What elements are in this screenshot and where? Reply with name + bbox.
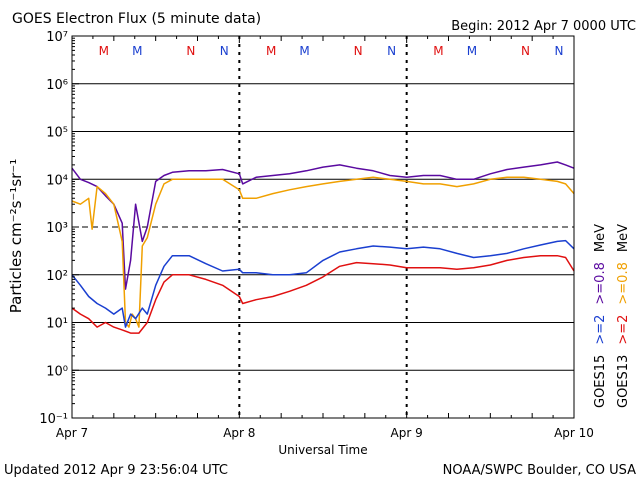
legend-entry: >=2 (616, 315, 631, 345)
legend-entry: MeV (593, 224, 608, 252)
legend-column: GOES13 >=2 >=0.8 MeV (616, 224, 631, 408)
y-tick-label: 10⁴ (46, 173, 68, 188)
legend-entry: >=0.8 (616, 262, 631, 304)
legend-entry: >=0.8 (593, 262, 608, 304)
marker-label: M (467, 44, 477, 58)
y-tick-label: 10⁷ (46, 30, 68, 45)
y-tick-label: 10⁻¹ (39, 412, 68, 427)
marker-label: M (433, 44, 443, 58)
legend-entry: >=2 (593, 315, 608, 345)
credit-text: NOAA/SWPC Boulder, CO USA (443, 463, 636, 478)
y-tick-label: 10³ (46, 221, 68, 236)
x-tick-label: Apr 8 (223, 426, 255, 440)
y-tick-label: 10¹ (46, 317, 68, 332)
y-tick-label: 10⁰ (46, 364, 68, 379)
y-tick-label: 10⁶ (46, 78, 68, 93)
updated-timestamp: Updated 2012 Apr 9 23:56:04 UTC (4, 463, 228, 478)
legend-entry: MeV (616, 224, 631, 252)
marker-label: N (387, 44, 396, 58)
legend: GOES15 >=2 >=0.8 MeV GOES13 >=2 >=0.8 MeV (593, 224, 631, 408)
y-axis-label: Particles cm⁻²s⁻¹sr⁻¹ (7, 159, 25, 313)
x-axis-ticks: Apr 7 Apr 8 Apr 9 Apr 10 (56, 36, 594, 440)
series-line (71, 161, 575, 290)
marker-label: M (132, 44, 142, 58)
y-axis-ticks: 10⁻¹ 10⁰ 10¹ 10² 10³ 10⁴ 10⁵ 10⁶ 10⁷ (39, 30, 79, 427)
marker-label: N (354, 44, 363, 58)
series-line (71, 254, 575, 334)
begin-time: Begin: 2012 Apr 7 0000 UTC (451, 19, 636, 34)
legend-column: GOES15 >=2 >=0.8 MeV (593, 224, 608, 408)
chart-title: GOES Electron Flux (5 minute data) (12, 11, 261, 27)
marker-label: N (220, 44, 229, 58)
series-line (71, 176, 575, 328)
x-axis-label: Universal Time (278, 443, 367, 457)
marker-label: M (266, 44, 276, 58)
legend-entry: GOES15 (593, 355, 608, 408)
marker-label: N (521, 44, 530, 58)
data-series (71, 161, 575, 334)
marker-label: M (99, 44, 109, 58)
x-tick-label: Apr 10 (554, 426, 594, 440)
y-tick-label: 10² (46, 269, 68, 284)
marker-label: N (554, 44, 563, 58)
marker-label: N (186, 44, 195, 58)
marker-label: M (299, 44, 309, 58)
x-tick-label: Apr 7 (56, 426, 88, 440)
x-tick-label: Apr 9 (391, 426, 423, 440)
legend-entry: GOES13 (616, 355, 631, 408)
series-line (71, 239, 575, 328)
y-tick-label: 10⁵ (46, 126, 68, 141)
